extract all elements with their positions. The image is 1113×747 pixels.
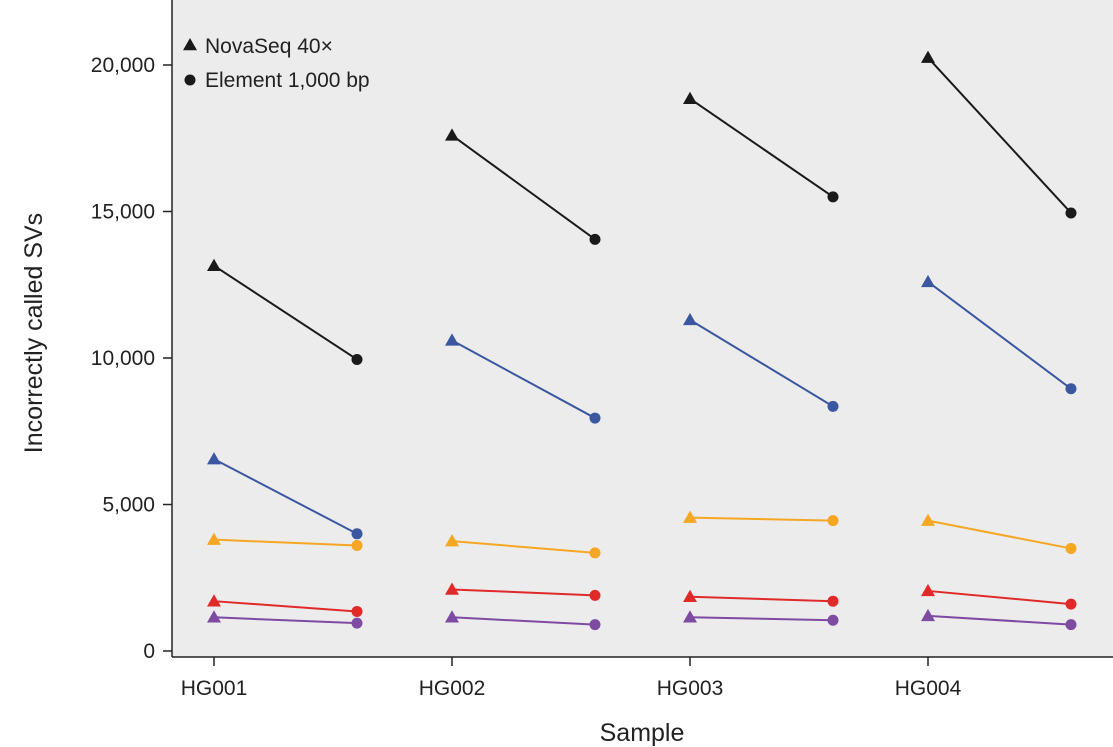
point-element [827,191,839,203]
point-element [1065,542,1077,554]
y-tick-label: 5,000 [102,494,155,517]
legend-label-element: Element 1,000 bp [205,69,370,92]
y-axis-title: Incorrectly called SVs [20,213,48,453]
series-black [207,50,1077,365]
point-novaseq [445,333,459,346]
series-line-segment [689,97,834,198]
plot-background [172,0,1113,657]
series-purple [207,608,1077,631]
point-novaseq [207,258,221,271]
series-line-segment [451,616,596,626]
point-element [589,412,601,424]
series-line-segment [689,595,834,603]
point-novaseq [921,513,935,526]
legend-marker-triangle [183,38,197,51]
point-novaseq [207,594,221,607]
series-line-segment [927,56,1072,214]
y-tick-label: 10,000 [91,347,155,370]
point-element [589,619,601,631]
series-red [207,582,1077,617]
legend-marker-circle [184,74,196,86]
series-line-segment [927,281,1072,390]
point-novaseq [683,589,697,603]
series-line-segment [213,600,358,613]
point-novaseq [921,608,935,622]
series-line-segment [213,458,358,535]
series-line-segment [451,134,596,241]
series-layer [207,50,1077,631]
point-novaseq [683,610,697,623]
x-tick-label: HG003 [657,677,724,700]
point-novaseq [207,532,221,545]
point-element [827,614,839,626]
series-line-segment [451,540,596,554]
point-novaseq [445,610,459,623]
point-element [827,515,839,527]
series-line-segment [213,616,358,625]
point-element [351,617,363,629]
axes: 0 5,000 10,000 15,000 20,000 HG001 HG002 HG003 H… [91,0,1113,700]
x-tick-label: HG004 [895,677,962,700]
legend-label-novaseq: NovaSeq 40× [205,35,333,58]
series-orange [207,510,1077,559]
series-line-segment [213,264,358,361]
point-element [351,353,363,365]
x-tick-label: HG002 [419,677,486,700]
point-novaseq [445,534,459,547]
point-novaseq [921,50,935,63]
point-element [1065,598,1077,610]
y-tick-label: 20,000 [91,54,155,77]
point-novaseq [921,583,935,597]
y-tick-label: 15,000 [91,201,155,224]
point-element [589,589,601,601]
point-novaseq [683,312,697,326]
point-element [589,233,601,245]
series-line-segment [689,516,834,522]
point-novaseq [207,610,221,623]
series-line-segment [927,614,1072,626]
legend: NovaSeq 40× Element 1,000 bp [183,35,370,92]
point-element [589,547,601,559]
series-line-segment [689,319,834,408]
series-line-segment [451,339,596,419]
point-element [827,400,839,412]
point-element [351,540,363,552]
y-tick-label: 0 [143,640,155,663]
point-novaseq [445,582,459,595]
point-element [1065,207,1077,219]
point-element [1065,383,1077,395]
point-novaseq [207,452,221,465]
series-line-segment [689,616,834,622]
point-element [827,595,839,607]
x-tick-label: HG001 [181,677,248,700]
point-element [1065,619,1077,631]
series-line-segment [213,538,358,547]
series-line-segment [927,589,1072,606]
x-axis-title: Sample [600,719,685,747]
series-blue [207,274,1077,540]
series-line-segment [451,588,596,597]
series-line-segment [927,519,1072,550]
point-novaseq [683,91,697,104]
point-element [351,605,363,617]
point-novaseq [683,510,697,523]
point-novaseq [445,128,459,141]
point-element [351,528,363,540]
point-novaseq [921,274,935,288]
